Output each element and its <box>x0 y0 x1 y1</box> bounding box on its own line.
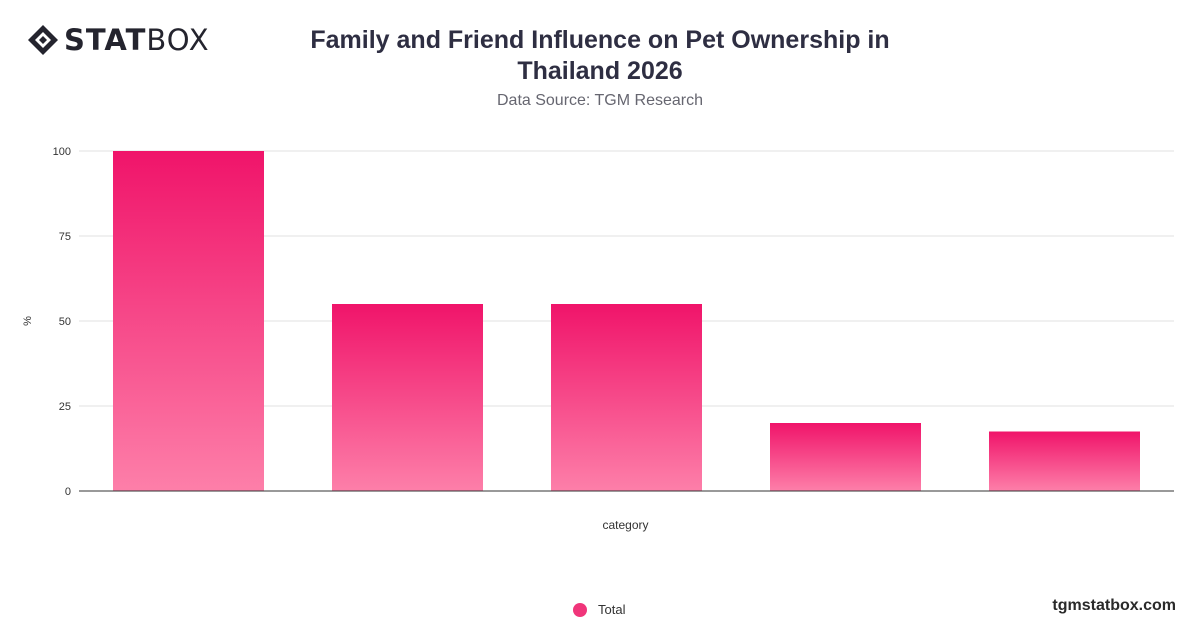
chart-legend[interactable]: Total <box>573 602 625 617</box>
statbox-logo: STATBOX <box>26 22 210 58</box>
logo-text: STATBOX <box>64 22 210 58</box>
logo-text-light: BOX <box>146 23 210 57</box>
y-tick-label: 100 <box>53 146 71 158</box>
logo-text-bold: STAT <box>64 23 147 57</box>
chart-title: Family and Friend Influence on Pet Owner… <box>310 26 890 85</box>
y-axis-label: % <box>22 316 34 326</box>
bar <box>113 151 264 491</box>
statbox-logo-icon <box>28 25 58 55</box>
y-tick-label: 0 <box>65 486 71 498</box>
brand-url[interactable]: tgmstatbox.com <box>1052 597 1176 614</box>
y-tick-label: 25 <box>59 401 71 413</box>
legend-marker <box>573 602 587 617</box>
bar <box>770 423 921 491</box>
y-tick-label: 75 <box>59 231 71 243</box>
bar <box>551 304 702 491</box>
x-axis-label: category <box>602 518 648 532</box>
legend-label: Total <box>598 602 626 617</box>
y-tick-label: 50 <box>59 316 71 328</box>
bar <box>332 304 483 491</box>
chart-subtitle: Data Source: TGM Research <box>496 92 703 109</box>
bar <box>989 431 1140 491</box>
